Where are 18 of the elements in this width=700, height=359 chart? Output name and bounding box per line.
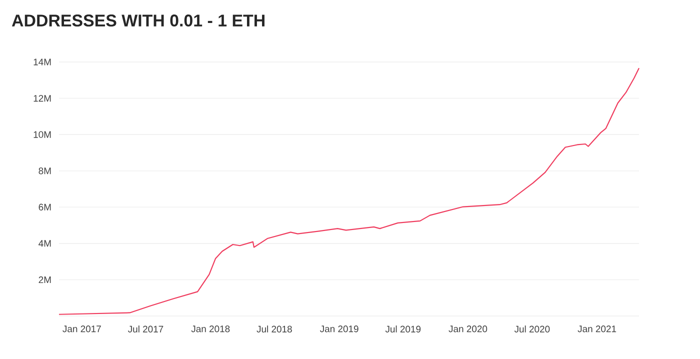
- y-tick-label: 14M: [34, 58, 51, 66]
- x-tick-label: Jan 2020: [448, 326, 488, 332]
- line-series: [58, 68, 640, 315]
- x-tick-label: Jan 2017: [62, 326, 101, 332]
- y-tick-label: 6M: [38, 204, 51, 210]
- y-tick-label: 12M: [34, 94, 51, 102]
- x-tick-label: Jul 2017: [128, 326, 164, 332]
- x-tick-label: Jan 2021: [578, 326, 616, 332]
- x-tick-label: Jan 2019: [320, 326, 358, 332]
- y-tick-label: 10M: [34, 131, 51, 138]
- x-tick-label: Jan 2018: [191, 326, 230, 332]
- y-tick-label: 2M: [38, 276, 51, 284]
- x-tick-label: Jul 2018: [256, 326, 292, 332]
- chart-title: ADDRESSES WITH 0.01 - 1 ETH: [12, 14, 264, 27]
- x-tick-label: Jul 2019: [385, 326, 421, 332]
- y-tick-label: 4M: [38, 240, 51, 247]
- x-tick-label: Jul 2020: [514, 326, 550, 332]
- y-tick-label: 8M: [38, 168, 51, 174]
